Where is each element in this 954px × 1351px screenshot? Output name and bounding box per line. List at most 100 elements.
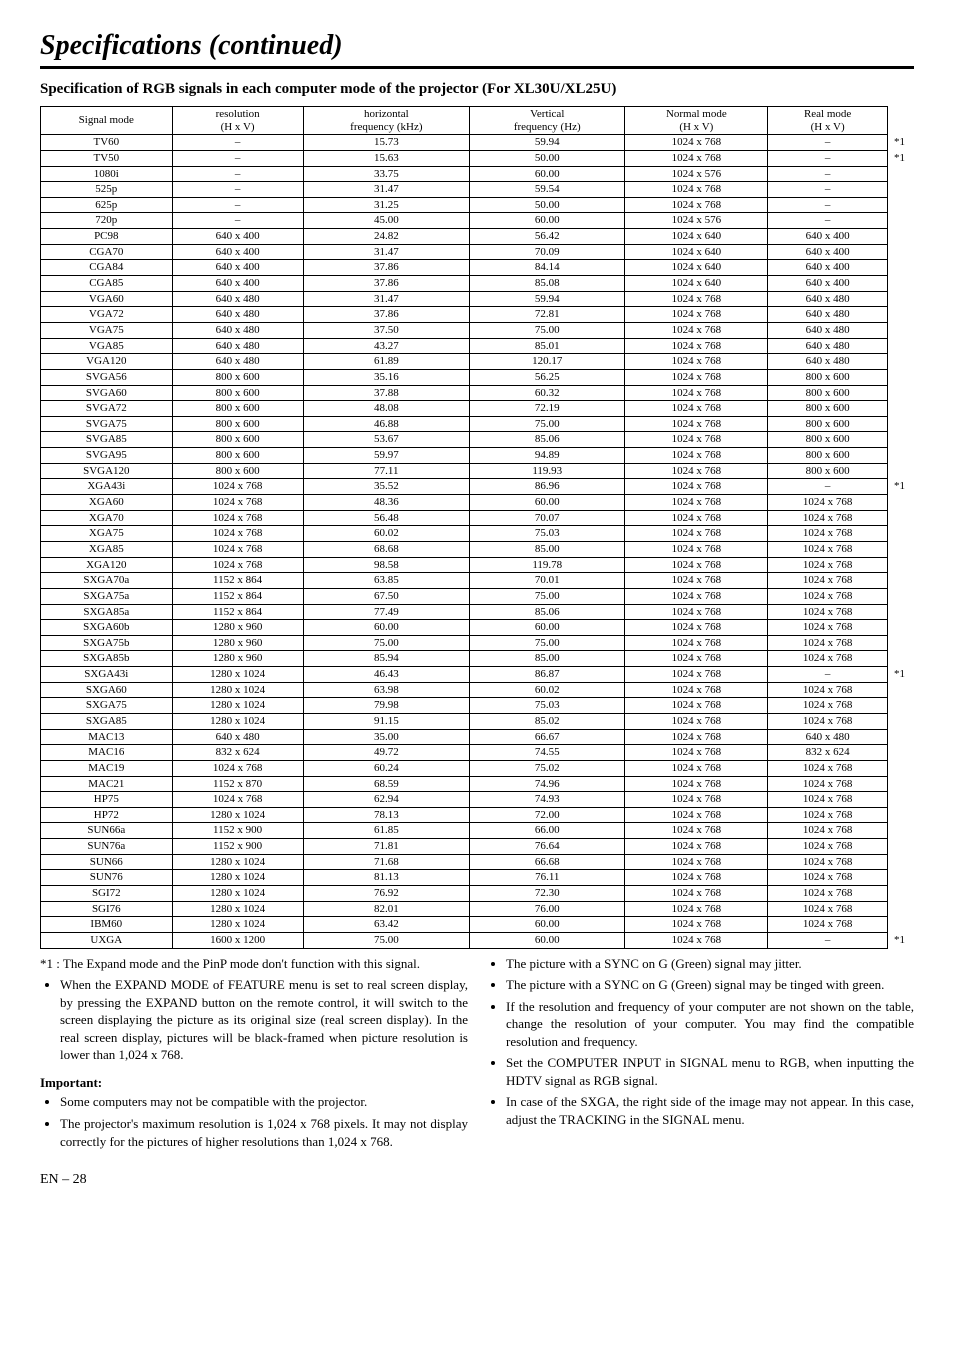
table-cell: 76.00 <box>470 901 625 917</box>
table-cell: 1280 x 1024 <box>172 886 303 902</box>
table-cell: 1024 x 768 <box>625 870 768 886</box>
table-cell: 59.54 <box>470 182 625 198</box>
table-note-cell <box>888 401 914 417</box>
table-cell: SXGA75a <box>41 588 173 604</box>
table-cell: 56.48 <box>303 510 470 526</box>
table-cell: 1024 x 768 <box>768 901 888 917</box>
table-cell: XGA85 <box>41 541 173 557</box>
table-cell: 1280 x 1024 <box>172 698 303 714</box>
table-row: SVGA95800 x 60059.9794.891024 x 768800 x… <box>41 448 914 464</box>
table-note-cell <box>888 526 914 542</box>
table-row: XGA1201024 x 76898.58119.781024 x 768102… <box>41 557 914 573</box>
table-cell: VGA60 <box>41 291 173 307</box>
table-note-cell: *1 <box>888 135 914 151</box>
table-note-cell <box>888 745 914 761</box>
table-cell: 119.93 <box>470 463 625 479</box>
table-cell: SXGA60 <box>41 682 173 698</box>
table-cell: 640 x 400 <box>768 276 888 292</box>
list-item: Some computers may not be compatible wit… <box>60 1093 468 1111</box>
table-cell: 60.00 <box>470 213 625 229</box>
table-cell: 720p <box>41 213 173 229</box>
table-cell: 75.03 <box>470 698 625 714</box>
table-cell: – <box>172 135 303 151</box>
table-note-cell <box>888 432 914 448</box>
table-note-cell <box>888 620 914 636</box>
table-cell: 70.07 <box>470 510 625 526</box>
table-cell: 640 x 480 <box>172 354 303 370</box>
table-cell: 1024 x 768 <box>625 807 768 823</box>
table-cell: 800 x 600 <box>172 369 303 385</box>
table-cell: SVGA56 <box>41 369 173 385</box>
table-cell: SUN76a <box>41 839 173 855</box>
table-cell: 86.96 <box>470 479 625 495</box>
table-cell: 50.00 <box>470 197 625 213</box>
table-cell: 61.89 <box>303 354 470 370</box>
table-cell: 800 x 600 <box>172 416 303 432</box>
table-cell: 37.50 <box>303 322 470 338</box>
table-cell: 68.68 <box>303 541 470 557</box>
important-heading: Important: <box>40 1074 468 1092</box>
table-cell: PC98 <box>41 229 173 245</box>
table-row: VGA72640 x 48037.8672.811024 x 768640 x … <box>41 307 914 323</box>
table-cell: 53.67 <box>303 432 470 448</box>
table-cell: 61.85 <box>303 823 470 839</box>
table-cell: 1024 x 768 <box>172 495 303 511</box>
table-cell: 640 x 480 <box>768 307 888 323</box>
table-note-cell <box>888 385 914 401</box>
table-cell: SUN76 <box>41 870 173 886</box>
table-cell: 1280 x 1024 <box>172 807 303 823</box>
table-row: SUN761280 x 102481.1376.111024 x 7681024… <box>41 870 914 886</box>
table-cell: 640 x 400 <box>172 244 303 260</box>
table-cell: MAC16 <box>41 745 173 761</box>
table-cell: 1024 x 768 <box>625 182 768 198</box>
table-cell: 1024 x 768 <box>768 620 888 636</box>
table-cell: 1024 x 768 <box>172 541 303 557</box>
table-cell: – <box>768 182 888 198</box>
table-cell: 1024 x 768 <box>625 917 768 933</box>
table-cell: XGA70 <box>41 510 173 526</box>
table-header-cell: Verticalfrequency (Hz) <box>470 107 625 135</box>
table-note-cell <box>888 213 914 229</box>
table-cell: 1024 x 768 <box>768 917 888 933</box>
table-cell: 640 x 480 <box>172 291 303 307</box>
table-cell: – <box>172 166 303 182</box>
table-cell: 98.58 <box>303 557 470 573</box>
table-cell: 45.00 <box>303 213 470 229</box>
table-cell: 82.01 <box>303 901 470 917</box>
table-row: 625p–31.2550.001024 x 768– <box>41 197 914 213</box>
table-row: VGA75640 x 48037.5075.001024 x 768640 x … <box>41 322 914 338</box>
table-cell: 77.49 <box>303 604 470 620</box>
table-row: 525p–31.4759.541024 x 768– <box>41 182 914 198</box>
table-cell: 1024 x 768 <box>625 479 768 495</box>
table-row: SXGA601280 x 102463.9860.021024 x 768102… <box>41 682 914 698</box>
table-cell: 1280 x 960 <box>172 620 303 636</box>
table-cell: 59.94 <box>470 135 625 151</box>
table-note-cell <box>888 276 914 292</box>
table-cell: 49.72 <box>303 745 470 761</box>
table-row: SUN66a1152 x 90061.8566.001024 x 7681024… <box>41 823 914 839</box>
table-cell: 74.55 <box>470 745 625 761</box>
table-cell: 50.00 <box>470 150 625 166</box>
table-cell: – <box>768 667 888 683</box>
table-row: 1080i–33.7560.001024 x 576– <box>41 166 914 182</box>
table-cell: SUN66a <box>41 823 173 839</box>
table-row: CGA84640 x 40037.8684.141024 x 640640 x … <box>41 260 914 276</box>
table-cell: 1024 x 768 <box>768 776 888 792</box>
table-cell: 1024 x 768 <box>768 495 888 511</box>
table-cell: 800 x 600 <box>172 448 303 464</box>
table-cell: 67.50 <box>303 588 470 604</box>
table-cell: 1024 x 768 <box>625 401 768 417</box>
table-cell: – <box>768 135 888 151</box>
page-title: Specifications (continued) <box>40 30 914 62</box>
table-cell: 31.47 <box>303 182 470 198</box>
table-note-cell <box>888 369 914 385</box>
table-cell: MAC13 <box>41 729 173 745</box>
table-note-cell <box>888 588 914 604</box>
table-cell: 1024 x 768 <box>768 557 888 573</box>
table-cell: SVGA95 <box>41 448 173 464</box>
table-note-cell <box>888 416 914 432</box>
table-cell: XGA120 <box>41 557 173 573</box>
table-cell: 1024 x 768 <box>768 886 888 902</box>
table-cell: 24.82 <box>303 229 470 245</box>
table-cell: UXGA <box>41 932 173 948</box>
